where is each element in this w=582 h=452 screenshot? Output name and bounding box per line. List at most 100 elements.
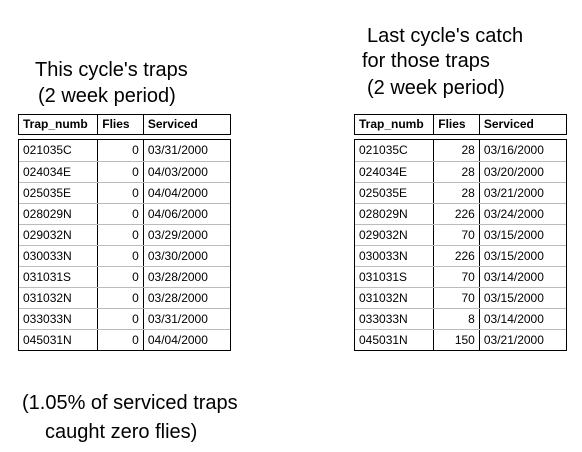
table-cell: 025035E — [23, 186, 72, 200]
table-row: 024034E 28 03/20/2000 — [355, 161, 566, 182]
table-cell: 0 — [97, 246, 143, 266]
table-row: 031032N 0 03/28/2000 — [19, 287, 230, 308]
table-row: 021035C 0 03/31/2000 — [19, 140, 230, 161]
table-cell: 030033N — [359, 249, 408, 263]
table-cell: 03/31/2000 — [142, 140, 230, 161]
table-cell: 04/03/2000 — [142, 162, 230, 182]
table-cell: 03/21/2000 — [478, 330, 566, 350]
table-row: 025035E 28 03/21/2000 — [355, 182, 566, 203]
table-row: 030033N 226 03/15/2000 — [355, 245, 566, 266]
table-cell: 031032N — [359, 291, 408, 305]
table-cell: 0 — [97, 309, 143, 329]
table-cell: 0 — [97, 267, 143, 287]
data-table: 021035C 28 03/16/2000 024034E 28 03/20/2000 02… — [354, 139, 567, 351]
table-row: 028029N 0 04/06/2000 — [19, 203, 230, 224]
table-cell: 70 — [433, 225, 479, 245]
right-title-line: for those traps — [362, 50, 490, 72]
table-cell: 28 — [433, 140, 479, 161]
table-cell: 03/28/2000 — [142, 288, 230, 308]
table-cell: 28 — [433, 162, 479, 182]
left-title-line: (2 week period) — [38, 85, 176, 107]
table-row: 031031S 70 03/14/2000 — [355, 266, 566, 287]
table-cell: 03/21/2000 — [478, 183, 566, 203]
table-cell: 03/15/2000 — [478, 246, 566, 266]
table-cell: 8 — [433, 309, 479, 329]
table-row: 028029N 226 03/24/2000 — [355, 203, 566, 224]
table-cell: 04/04/2000 — [142, 183, 230, 203]
table-cell: 0 — [97, 225, 143, 245]
table-cell: 0 — [97, 330, 143, 350]
table-cell: 033033N — [23, 312, 72, 326]
footnote-line: (1.05% of serviced traps — [22, 392, 238, 414]
header-row: Trap_numb Flies Serviced — [19, 115, 230, 134]
table-cell: 226 — [433, 204, 479, 224]
table-cell: 04/04/2000 — [142, 330, 230, 350]
footnote-line: caught zero flies) — [45, 421, 198, 443]
table-row: 030033N 0 03/30/2000 — [19, 245, 230, 266]
table-cell: 045031N — [23, 333, 72, 347]
table-cell: 03/15/2000 — [478, 288, 566, 308]
table-row: 029032N 0 03/29/2000 — [19, 224, 230, 245]
table-cell: 033033N — [359, 312, 408, 326]
table-cell: 030033N — [23, 249, 72, 263]
table-cell: 0 — [97, 183, 143, 203]
header-cell: Serviced — [478, 115, 566, 134]
table-row: 033033N 8 03/14/2000 — [355, 308, 566, 329]
table-cell: 029032N — [23, 228, 72, 242]
table-row: 025035E 0 04/04/2000 — [19, 182, 230, 203]
table-row: 045031N 150 03/21/2000 — [355, 329, 566, 350]
table-cell: 03/14/2000 — [478, 309, 566, 329]
table-cell: 045031N — [359, 333, 408, 347]
table-cell: 03/16/2000 — [478, 140, 566, 161]
table-cell: 024034E — [23, 165, 72, 179]
table-row: 021035C 28 03/16/2000 — [355, 140, 566, 161]
table-row: 029032N 70 03/15/2000 — [355, 224, 566, 245]
table-cell: 031031S — [23, 270, 72, 284]
table-cell: 025035E — [359, 186, 408, 200]
table-cell: 0 — [97, 162, 143, 182]
table-row: 045031N 0 04/04/2000 — [19, 329, 230, 350]
table-row: 031031S 0 03/28/2000 — [19, 266, 230, 287]
table-row: 033033N 0 03/31/2000 — [19, 308, 230, 329]
table-cell: 0 — [97, 288, 143, 308]
table-row: 024034E 0 04/03/2000 — [19, 161, 230, 182]
table-cell: 03/14/2000 — [478, 267, 566, 287]
header-cell: Flies — [433, 115, 479, 134]
header-cell: Flies — [97, 115, 143, 134]
table-cell: 0 — [97, 204, 143, 224]
table-cell: 029032N — [359, 228, 408, 242]
header-row: Trap_numb Flies Serviced — [355, 115, 566, 134]
data-table: 021035C 0 03/31/2000 024034E 0 04/03/2000 0250… — [18, 139, 231, 351]
table-cell: 70 — [433, 267, 479, 287]
table-cell: 028029N — [359, 207, 408, 221]
table-cell: 226 — [433, 246, 479, 266]
table-cell: 150 — [433, 330, 479, 350]
table-cell: 03/28/2000 — [142, 267, 230, 287]
left-title-line: This cycle's traps — [35, 59, 188, 81]
table-cell: 03/31/2000 — [142, 309, 230, 329]
table-cell: 28 — [433, 183, 479, 203]
table-cell: 04/06/2000 — [142, 204, 230, 224]
right-title-line: (2 week period) — [367, 77, 505, 99]
table-header: Trap_numb Flies Serviced — [354, 114, 567, 135]
header-cell: Trap_numb — [359, 117, 424, 131]
table-cell: 021035C — [359, 143, 408, 157]
table-cell: 031032N — [23, 291, 72, 305]
table-cell: 03/20/2000 — [478, 162, 566, 182]
table-cell: 03/15/2000 — [478, 225, 566, 245]
table-row: 031032N 70 03/15/2000 — [355, 287, 566, 308]
table-cell: 03/24/2000 — [478, 204, 566, 224]
table-cell: 024034E — [359, 165, 408, 179]
table-cell: 021035C — [23, 143, 72, 157]
table-cell: 03/30/2000 — [142, 246, 230, 266]
table-header: Trap_numb Flies Serviced — [18, 114, 231, 135]
header-cell: Serviced — [142, 115, 230, 134]
table-cell: 028029N — [23, 207, 72, 221]
right-title-line: Last cycle's catch — [367, 25, 524, 47]
table-cell: 031031S — [359, 270, 408, 284]
table-cell: 0 — [97, 140, 143, 161]
table-cell: 03/29/2000 — [142, 225, 230, 245]
table-cell: 70 — [433, 288, 479, 308]
header-cell: Trap_numb — [23, 117, 88, 131]
